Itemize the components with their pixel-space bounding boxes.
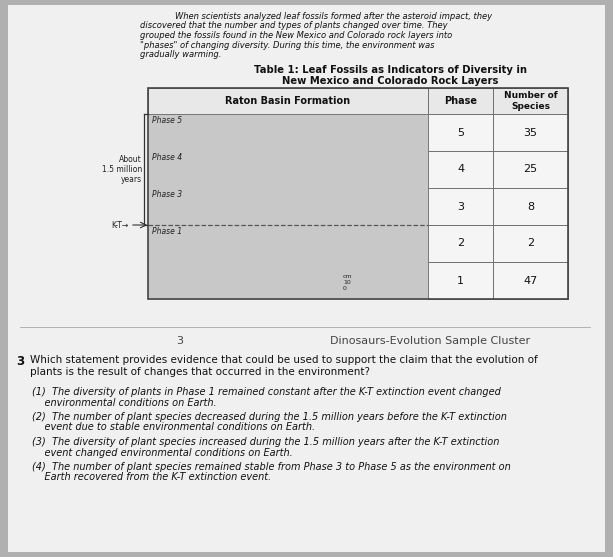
- Text: Phase 5: Phase 5: [152, 116, 182, 125]
- Text: New Mexico and Colorado Rock Layers: New Mexico and Colorado Rock Layers: [282, 76, 498, 86]
- Text: Phase 3: Phase 3: [152, 190, 182, 199]
- Text: Raton Basin Formation: Raton Basin Formation: [226, 96, 351, 106]
- Text: (4)  The number of plant species remained stable from Phase 3 to Phase 5 as the : (4) The number of plant species remained…: [32, 462, 511, 472]
- Text: environmental conditions on Earth.: environmental conditions on Earth.: [32, 398, 216, 408]
- Text: Phase 1: Phase 1: [152, 227, 182, 236]
- Text: 3: 3: [16, 355, 24, 368]
- Bar: [428, 188, 493, 225]
- Text: Phase: Phase: [444, 96, 477, 106]
- Text: Earth recovered from the K-T extinction event.: Earth recovered from the K-T extinction …: [32, 472, 271, 482]
- Text: 2: 2: [457, 238, 464, 248]
- Text: About
1.5 million
years: About 1.5 million years: [102, 155, 142, 184]
- Bar: [148, 88, 428, 299]
- Text: event changed environmental conditions on Earth.: event changed environmental conditions o…: [32, 447, 293, 457]
- Text: gradually warming.: gradually warming.: [140, 50, 221, 59]
- Text: When scientists analyzed leaf fossils formed after the asteroid impact, they: When scientists analyzed leaf fossils fo…: [175, 12, 492, 21]
- Bar: [428, 88, 493, 114]
- Bar: [493, 88, 568, 114]
- Text: event due to stable environmental conditions on Earth.: event due to stable environmental condit…: [32, 423, 315, 432]
- Text: (1)  The diversity of plants in Phase 1 remained constant after the K-T extincti: (1) The diversity of plants in Phase 1 r…: [32, 387, 501, 397]
- Bar: [148, 88, 428, 114]
- Text: K-T→: K-T→: [111, 221, 128, 229]
- Text: 1: 1: [457, 276, 464, 286]
- Bar: [428, 225, 493, 262]
- Bar: [493, 262, 568, 299]
- Text: 3: 3: [457, 202, 464, 212]
- Bar: [148, 88, 568, 299]
- Bar: [428, 151, 493, 188]
- Text: Number of
Species: Number of Species: [504, 91, 557, 111]
- Bar: [428, 114, 493, 151]
- Text: 3: 3: [177, 336, 183, 346]
- Text: Dinosaurs-Evolution Sample Cluster: Dinosaurs-Evolution Sample Cluster: [330, 336, 530, 346]
- Text: (2)  The number of plant species decreased during the 1.5 million years before t: (2) The number of plant species decrease…: [32, 412, 507, 422]
- Text: Table 1: Leaf Fossils as Indicators of Diversity in: Table 1: Leaf Fossils as Indicators of D…: [254, 65, 527, 75]
- Text: 5: 5: [457, 128, 464, 138]
- Text: 35: 35: [524, 128, 538, 138]
- Text: Which statement provides evidence that could be used to support the claim that t: Which statement provides evidence that c…: [30, 355, 538, 377]
- Text: 2: 2: [527, 238, 534, 248]
- Text: 4: 4: [457, 164, 464, 174]
- Bar: [428, 262, 493, 299]
- Bar: [493, 114, 568, 151]
- Text: grouped the fossils found in the New Mexico and Colorado rock layers into: grouped the fossils found in the New Mex…: [140, 31, 452, 40]
- Text: 8: 8: [527, 202, 534, 212]
- Text: "phases" of changing diversity. During this time, the environment was: "phases" of changing diversity. During t…: [140, 41, 435, 50]
- Text: 25: 25: [524, 164, 538, 174]
- Text: 47: 47: [524, 276, 538, 286]
- Bar: [493, 188, 568, 225]
- Text: discovered that the number and types of plants changed over time. They: discovered that the number and types of …: [140, 22, 447, 31]
- Text: (3)  The diversity of plant species increased during the 1.5 million years after: (3) The diversity of plant species incre…: [32, 437, 500, 447]
- Bar: [493, 151, 568, 188]
- Bar: [493, 225, 568, 262]
- Text: cm
10
0: cm 10 0: [343, 275, 352, 291]
- Text: Phase 4: Phase 4: [152, 153, 182, 162]
